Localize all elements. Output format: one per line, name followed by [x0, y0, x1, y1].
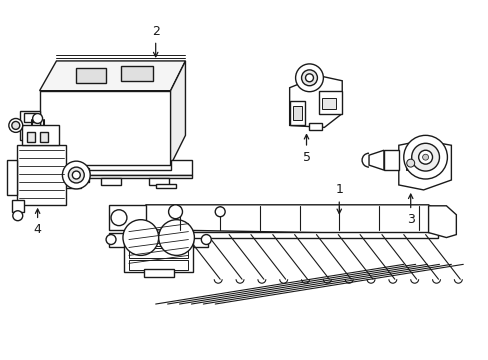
Circle shape [201, 235, 211, 244]
Text: 4: 4 [34, 209, 41, 236]
Circle shape [106, 235, 116, 244]
Polygon shape [123, 223, 193, 272]
Polygon shape [12, 200, 24, 212]
Circle shape [72, 171, 80, 179]
Polygon shape [40, 91, 170, 165]
Polygon shape [193, 233, 208, 247]
Circle shape [111, 210, 127, 226]
Polygon shape [155, 184, 175, 188]
Text: 2: 2 [151, 24, 159, 57]
Polygon shape [27, 160, 192, 175]
Text: 5: 5 [302, 135, 310, 164]
Polygon shape [27, 175, 192, 178]
Circle shape [406, 159, 414, 167]
Polygon shape [21, 125, 60, 145]
Polygon shape [121, 66, 152, 81]
Circle shape [68, 167, 84, 183]
Polygon shape [427, 206, 455, 238]
Polygon shape [109, 233, 123, 247]
Polygon shape [143, 269, 173, 277]
Circle shape [403, 135, 447, 179]
Text: 3: 3 [406, 194, 414, 226]
Polygon shape [46, 178, 66, 185]
Polygon shape [368, 150, 383, 170]
Circle shape [295, 64, 323, 92]
Circle shape [215, 207, 224, 217]
Polygon shape [405, 157, 415, 170]
Polygon shape [145, 231, 438, 238]
Circle shape [9, 118, 22, 132]
Polygon shape [170, 61, 185, 165]
Polygon shape [24, 126, 36, 136]
Polygon shape [319, 91, 342, 113]
Circle shape [305, 74, 313, 82]
Polygon shape [76, 68, 106, 83]
Polygon shape [24, 113, 36, 122]
Circle shape [13, 211, 22, 221]
Polygon shape [17, 145, 66, 205]
Polygon shape [129, 237, 188, 247]
Polygon shape [101, 178, 121, 185]
Circle shape [158, 220, 194, 255]
Circle shape [12, 121, 20, 129]
Polygon shape [129, 248, 188, 258]
Circle shape [301, 70, 317, 86]
Polygon shape [7, 160, 17, 195]
Polygon shape [309, 123, 322, 130]
Circle shape [422, 154, 427, 160]
Circle shape [418, 150, 432, 164]
Polygon shape [109, 205, 145, 230]
Polygon shape [20, 111, 40, 140]
Circle shape [168, 205, 182, 219]
Polygon shape [40, 132, 47, 142]
Circle shape [62, 161, 90, 189]
Polygon shape [40, 61, 185, 91]
Polygon shape [398, 140, 450, 190]
Polygon shape [61, 184, 81, 188]
Polygon shape [27, 132, 35, 142]
Polygon shape [145, 205, 443, 235]
Polygon shape [289, 76, 342, 127]
Text: 1: 1 [335, 184, 343, 213]
Circle shape [122, 220, 158, 255]
Polygon shape [129, 260, 188, 270]
Polygon shape [129, 225, 188, 235]
Circle shape [33, 113, 42, 123]
Polygon shape [148, 178, 168, 185]
Polygon shape [66, 168, 89, 182]
Polygon shape [383, 150, 398, 170]
Circle shape [411, 143, 439, 171]
Polygon shape [289, 100, 304, 125]
Polygon shape [292, 105, 301, 121]
Polygon shape [322, 98, 336, 109]
